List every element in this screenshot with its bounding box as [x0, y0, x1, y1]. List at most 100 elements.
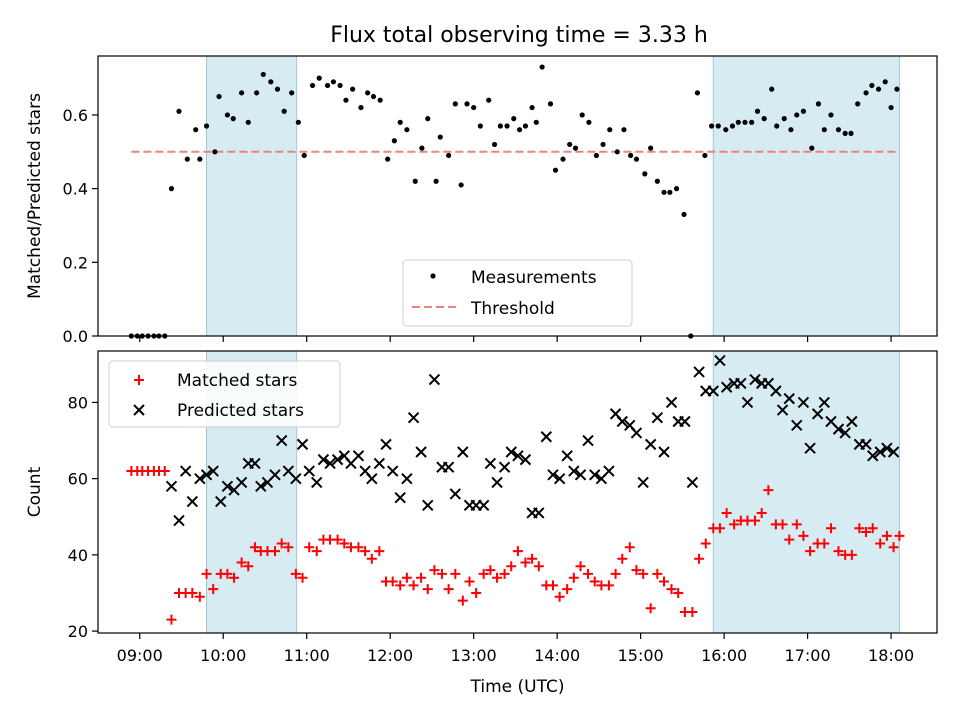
- data-point: [311, 546, 322, 557]
- data-point: [798, 530, 809, 541]
- data-point: [846, 549, 857, 560]
- data-point: [749, 119, 755, 125]
- data-point: [249, 457, 261, 470]
- data-point: [497, 123, 503, 129]
- data-point: [230, 116, 236, 122]
- data-point: [324, 457, 336, 470]
- data-point: [644, 438, 657, 451]
- data-point: [197, 156, 203, 162]
- data-point: [875, 86, 882, 92]
- legend-marker-measurements: [430, 273, 436, 279]
- data-point: [888, 542, 899, 553]
- data-point: [547, 580, 558, 591]
- bottom-panel-counts: 20 40 60 80 09:00 10:00 11:00 12:00 13:00 14:00 15…: [25, 350, 938, 697]
- data-point: [679, 415, 691, 428]
- data-point: [387, 576, 398, 587]
- chart-title: Flux total observing time = 3.33 h: [330, 23, 708, 48]
- data-point: [254, 90, 260, 96]
- data-point: [805, 546, 816, 557]
- data-point: [350, 86, 356, 92]
- series-matched: [126, 466, 905, 625]
- y-tick-label: 0.6: [63, 106, 88, 125]
- data-point: [422, 499, 434, 512]
- data-point: [385, 156, 391, 162]
- data-point: [572, 145, 579, 151]
- data-point: [855, 101, 861, 107]
- data-point: [756, 507, 767, 518]
- data-point: [366, 553, 377, 564]
- y-tick-label: 0.0: [63, 327, 88, 346]
- data-point: [184, 156, 190, 162]
- data-point: [869, 82, 875, 89]
- data-point: [741, 396, 754, 409]
- data-point: [194, 591, 205, 602]
- data-point: [458, 182, 464, 188]
- data-point: [187, 587, 198, 598]
- data-point: [894, 86, 900, 92]
- data-point: [283, 542, 294, 553]
- data-point: [547, 101, 554, 107]
- data-point: [582, 434, 594, 447]
- data-point: [391, 138, 397, 144]
- data-point: [547, 469, 559, 481]
- data-point: [337, 82, 343, 89]
- legend-label-threshold: Threshold: [470, 299, 555, 319]
- data-point: [881, 442, 893, 454]
- data-point: [846, 415, 858, 428]
- data-point: [304, 542, 315, 553]
- data-point: [419, 145, 425, 151]
- data-point: [394, 492, 406, 504]
- data-point: [707, 385, 719, 397]
- data-point: [735, 119, 741, 125]
- data-point: [477, 123, 483, 129]
- data-point: [486, 97, 492, 103]
- data-point: [289, 90, 295, 96]
- data-point: [491, 476, 503, 489]
- data-point: [867, 523, 878, 534]
- data-point: [562, 584, 573, 595]
- data-point: [276, 538, 287, 549]
- data-point: [794, 112, 800, 118]
- data-point: [516, 127, 523, 133]
- data-point: [628, 152, 634, 159]
- data-point: [561, 450, 573, 462]
- data-point: [835, 127, 842, 133]
- y-tick-label: 60: [68, 470, 88, 489]
- data-point: [607, 127, 613, 133]
- data-point: [659, 576, 670, 587]
- data-point: [238, 90, 245, 96]
- data-point: [750, 515, 761, 526]
- data-point: [839, 427, 851, 439]
- data-point: [617, 553, 628, 564]
- x-tick-label: 16:00: [701, 646, 747, 665]
- data-point: [215, 495, 227, 508]
- data-point: [370, 93, 377, 100]
- data-point: [511, 116, 517, 122]
- data-point: [194, 472, 206, 485]
- observing-span-1: [712, 350, 900, 634]
- data-point: [681, 211, 687, 218]
- data-point: [723, 127, 729, 133]
- data-point: [637, 476, 649, 489]
- data-point: [386, 465, 399, 477]
- data-point: [610, 568, 621, 579]
- data-point: [721, 507, 732, 518]
- data-point: [457, 595, 468, 606]
- data-point: [645, 603, 656, 614]
- data-point: [397, 119, 403, 125]
- data-point: [579, 112, 585, 118]
- data-point: [452, 101, 458, 107]
- data-point: [583, 568, 594, 579]
- data-point: [433, 178, 439, 184]
- data-point: [527, 553, 538, 564]
- data-point: [666, 584, 677, 595]
- data-point: [811, 408, 824, 420]
- y-tick-label: 80: [68, 393, 88, 412]
- y-tick-label: 0.2: [63, 253, 88, 272]
- data-point: [791, 419, 803, 432]
- axes-frame: [97, 55, 938, 337]
- data-point: [783, 392, 795, 405]
- legend-marker-predicted: [133, 404, 145, 416]
- data-point: [882, 79, 888, 85]
- data-point: [377, 97, 383, 103]
